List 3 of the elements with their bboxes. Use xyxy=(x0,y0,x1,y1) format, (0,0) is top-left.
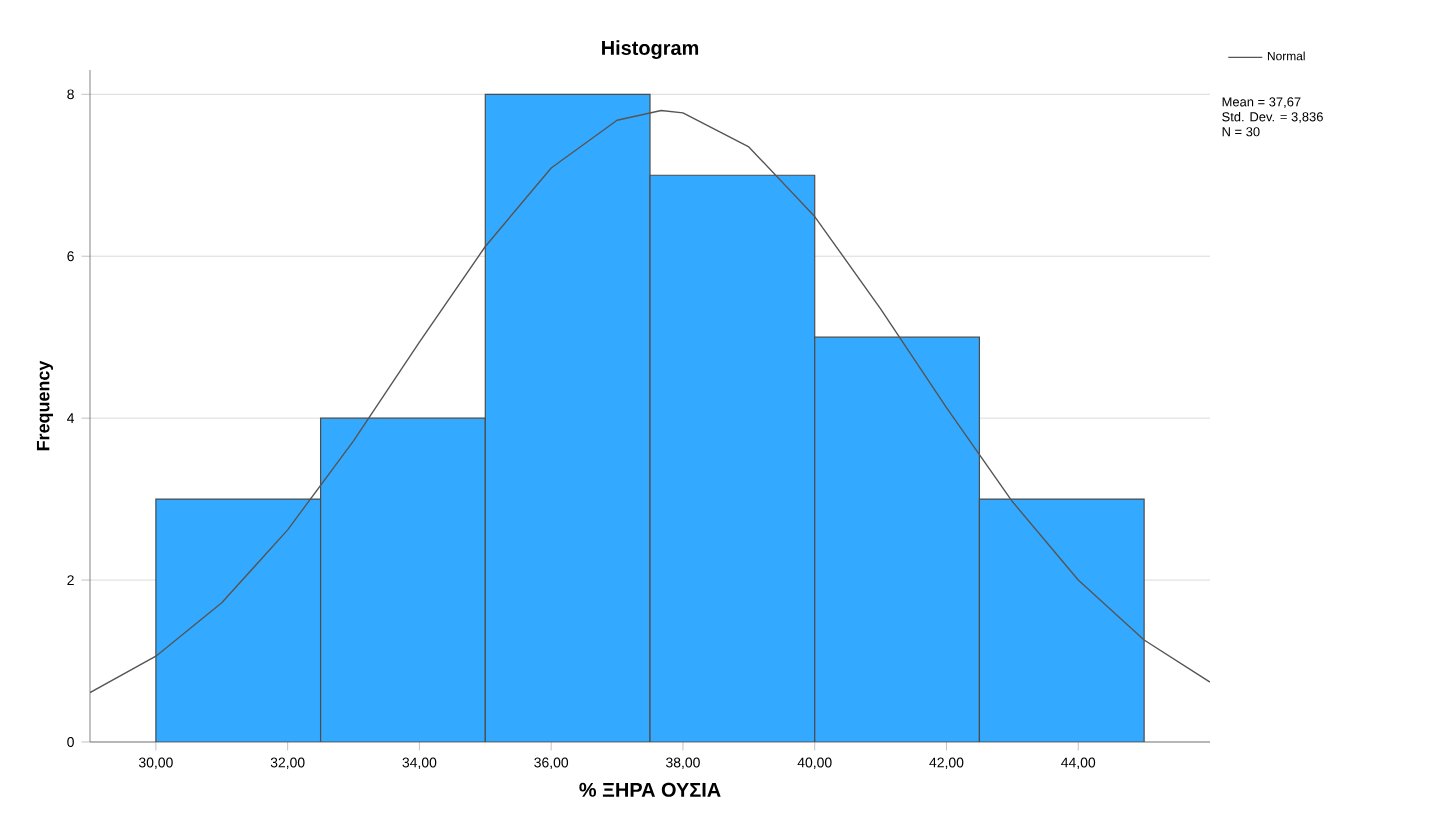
chart-title: Histogram xyxy=(602,40,699,60)
y-axis-title: Frequency xyxy=(36,360,54,451)
x-axis-title: % ΞΗΡΑ ΟΥΣΙΑ xyxy=(579,782,721,797)
